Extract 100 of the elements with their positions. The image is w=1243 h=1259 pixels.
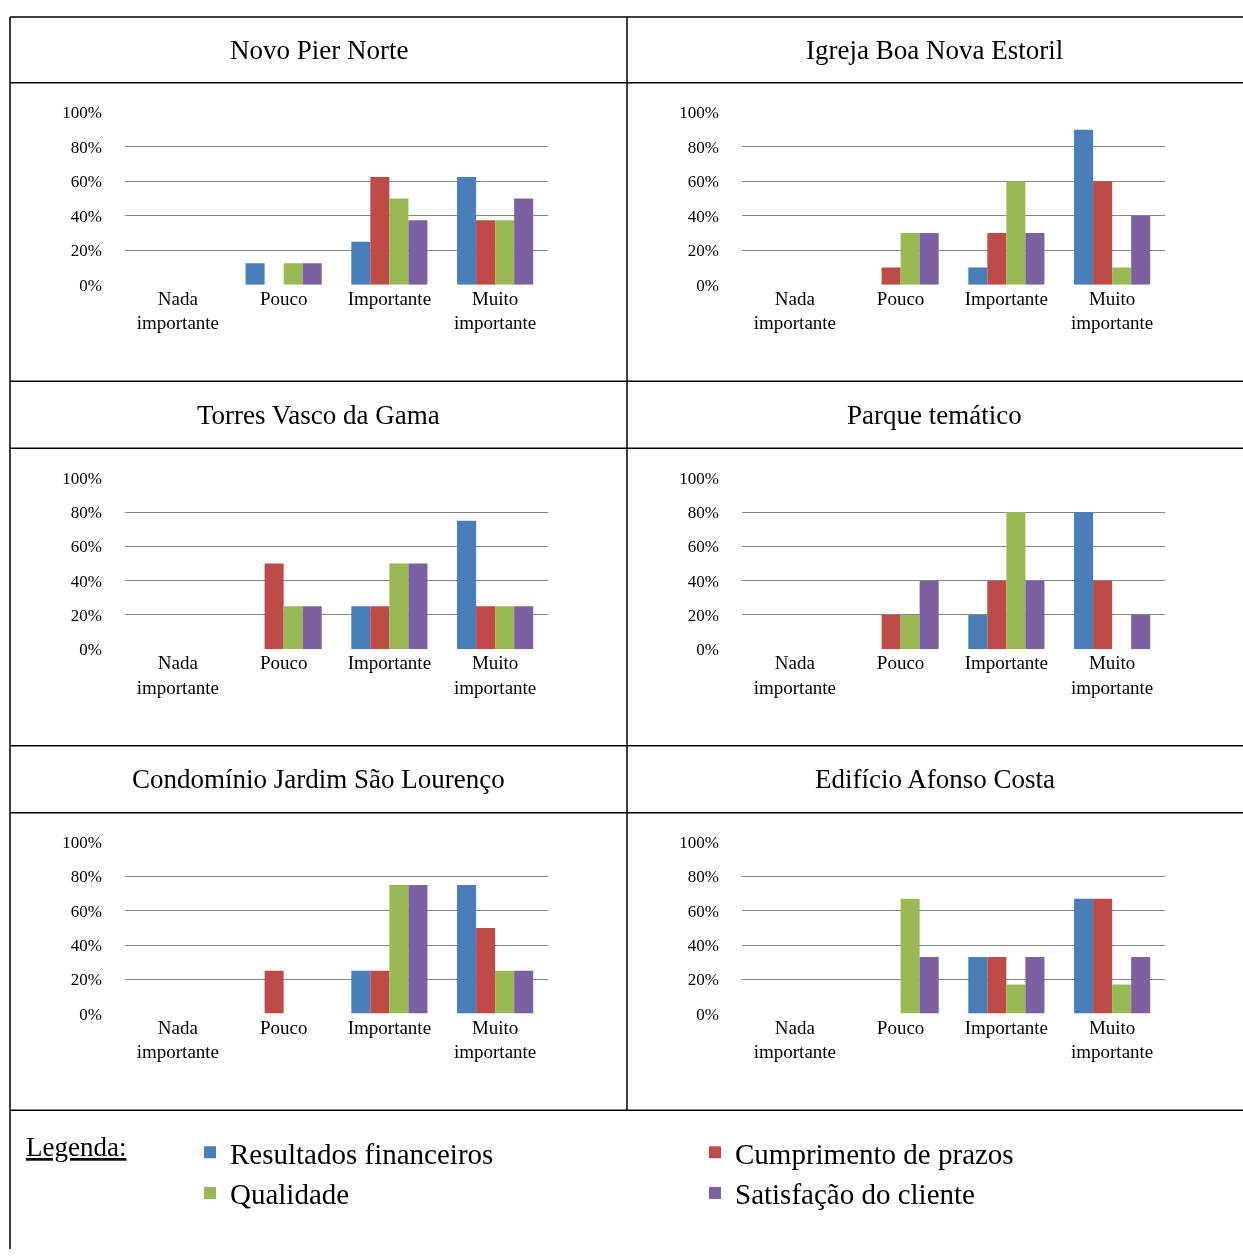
legend-label: Satisfação do cliente [735, 1178, 975, 1211]
bar [389, 198, 409, 285]
y-tick-label: 100% [679, 103, 719, 123]
y-tick-label: 60% [70, 537, 102, 557]
y-tick-label: 20% [70, 970, 102, 990]
bar [1025, 233, 1045, 285]
bar [919, 233, 939, 285]
bar [1074, 898, 1094, 1014]
y-tick-label: 20% [687, 605, 719, 625]
x-tick-label: Muito importante [1070, 287, 1154, 334]
y-tick-label: 80% [70, 867, 102, 887]
bar [514, 198, 534, 285]
bar [1112, 267, 1132, 285]
x-tick-label: Pouco [259, 287, 308, 309]
y-tick-label: 100% [679, 833, 719, 853]
x-tick-label: Muito importante [1070, 652, 1154, 698]
y-tick-label: 60% [687, 537, 719, 557]
y-tick-label: 40% [70, 571, 102, 591]
y-tick-label: 20% [70, 241, 102, 261]
bar [1025, 957, 1045, 1014]
x-tick-label: Importante [964, 652, 1049, 674]
y-tick-label: 0% [79, 275, 102, 295]
bar [900, 233, 920, 285]
bar [370, 606, 390, 650]
legend-title: Legenda: [26, 1132, 127, 1162]
x-tick-label: Pouco [876, 652, 925, 674]
y-tick-label: 0% [79, 1004, 102, 1024]
y-tick-label: 80% [70, 137, 102, 157]
bar [1006, 181, 1026, 285]
y-tick-label: 20% [70, 605, 102, 625]
x-tick-label: Pouco [259, 1016, 308, 1038]
y-tick-label: 100% [62, 468, 102, 488]
x-tick-label: Nada importante [136, 287, 220, 334]
x-tick-label: Nada importante [753, 287, 837, 334]
bar [968, 957, 988, 1014]
bar [495, 220, 515, 285]
chart-title: Parque temático [847, 400, 1022, 430]
y-tick-label: 40% [687, 206, 719, 226]
bar [476, 606, 496, 650]
x-tick-label: Pouco [876, 1016, 925, 1038]
y-tick-label: 20% [687, 241, 719, 261]
chart-title: Igreja Boa Nova Estoril [806, 35, 1064, 65]
bar [495, 970, 515, 1014]
bar [495, 606, 515, 650]
bar [351, 241, 371, 285]
x-tick-label: Importante [347, 287, 432, 309]
bar [881, 267, 901, 285]
legend-label: Qualidade [230, 1178, 350, 1211]
bar [245, 263, 265, 285]
bar [1093, 898, 1113, 1014]
bar [457, 177, 477, 285]
legend-label: Resultados financeiros [230, 1137, 494, 1170]
bar [264, 970, 284, 1014]
bar [283, 263, 303, 285]
bar [476, 220, 496, 285]
bar [370, 970, 390, 1014]
y-tick-label: 80% [687, 137, 719, 157]
bar [302, 263, 322, 285]
y-tick-label: 100% [62, 833, 102, 853]
bar [457, 885, 477, 1014]
x-tick-label: Nada importante [753, 652, 837, 698]
y-tick-label: 80% [70, 503, 102, 523]
chart-title: Condomínio Jardim São Lourenço [132, 764, 505, 794]
chart-title: Torres Vasco da Gama [197, 400, 440, 430]
x-tick-label: Pouco [876, 287, 925, 309]
y-tick-label: 40% [70, 206, 102, 226]
y-tick-label: 80% [687, 867, 719, 887]
bar [389, 885, 409, 1014]
bar [1074, 512, 1094, 650]
bar [968, 614, 988, 650]
bar [1093, 181, 1113, 285]
y-tick-label: 0% [696, 1004, 719, 1024]
bar [408, 220, 428, 285]
bar [1006, 512, 1026, 650]
x-tick-label: Importante [347, 652, 432, 674]
bar [1006, 984, 1026, 1014]
bar [389, 563, 409, 650]
x-tick-label: Nada importante [753, 1016, 837, 1063]
chart-title: Edifício Afonso Costa [815, 764, 1055, 794]
bar [408, 563, 428, 650]
y-tick-label: 0% [79, 640, 102, 660]
bar [514, 606, 534, 650]
bar [476, 927, 496, 1014]
bar [1112, 984, 1132, 1014]
x-tick-label: Nada importante [136, 652, 220, 698]
bar [457, 520, 477, 650]
bar [1074, 129, 1094, 285]
bar [1025, 580, 1045, 650]
bar [881, 614, 901, 650]
y-tick-label: 80% [687, 503, 719, 523]
y-tick-label: 40% [687, 571, 719, 591]
y-tick-label: 60% [687, 901, 719, 921]
x-tick-label: Importante [964, 287, 1049, 309]
y-tick-label: 60% [70, 172, 102, 192]
x-tick-label: Muito importante [453, 1016, 537, 1063]
x-tick-label: Muito importante [453, 652, 537, 698]
bar [968, 267, 988, 285]
y-tick-label: 0% [696, 640, 719, 660]
y-tick-label: 100% [62, 103, 102, 123]
legend-label: Cumprimento de prazos [735, 1137, 1014, 1170]
